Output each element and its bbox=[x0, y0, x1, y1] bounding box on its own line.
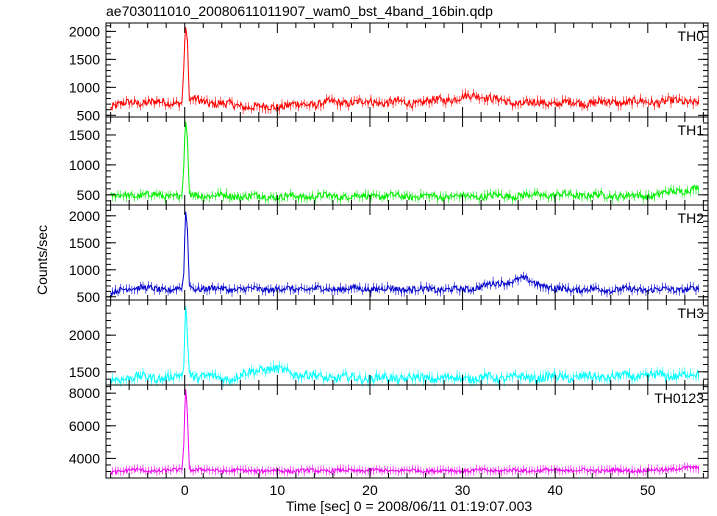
x-tick-label: 40 bbox=[547, 482, 563, 498]
error-bars-th2 bbox=[112, 228, 699, 298]
x-tick-label: 0 bbox=[181, 482, 189, 498]
y-tick-label: 1000 bbox=[69, 262, 100, 278]
y-tick-label: 500 bbox=[77, 187, 101, 203]
x-tick-label: 20 bbox=[362, 482, 378, 498]
y-tick-label: 2000 bbox=[69, 208, 100, 224]
x-tick-label: 10 bbox=[270, 482, 286, 498]
panel-label-th0: TH0 bbox=[678, 28, 705, 44]
y-axis-label: Counts/sec bbox=[34, 225, 50, 295]
error-bars-th3 bbox=[112, 330, 699, 388]
panel-th0: 500 1000 1500 2000 TH0 bbox=[69, 22, 709, 123]
series-line-th3 bbox=[110, 305, 700, 385]
y-tick-label: 1000 bbox=[69, 157, 100, 173]
y-tick-label: 500 bbox=[77, 289, 101, 305]
y-tick-label: 1500 bbox=[69, 235, 100, 251]
y-tick-label: 6000 bbox=[69, 418, 100, 434]
x-tick-label: 30 bbox=[455, 482, 471, 498]
y-tick-label: 1000 bbox=[69, 79, 100, 95]
panel-label-th0123: TH0123 bbox=[654, 390, 704, 406]
panel-label-th3: TH3 bbox=[678, 305, 705, 321]
y-tick-label: 8000 bbox=[69, 385, 100, 401]
error-bars-th0 bbox=[112, 38, 699, 115]
panel-th3: 1500 2000 TH3 bbox=[69, 299, 709, 388]
panel-frame bbox=[105, 384, 709, 479]
y-tick-label: 2000 bbox=[69, 327, 100, 343]
series-line-th0123 bbox=[110, 389, 700, 476]
error-bars-th1 bbox=[112, 135, 699, 205]
y-tick-label: 1500 bbox=[69, 364, 100, 380]
panel-label-th2: TH2 bbox=[678, 210, 705, 226]
series-line-th1 bbox=[110, 121, 699, 203]
panel-frame bbox=[105, 204, 709, 301]
series-line-th0 bbox=[110, 27, 700, 113]
chart-title: ae703011010_20080611011907_wam0_bst_4ban… bbox=[106, 3, 493, 19]
panel-label-th1: TH1 bbox=[678, 122, 705, 138]
panel-th1: 500 1000 1500 TH1 bbox=[69, 116, 709, 206]
y-tick-label: 500 bbox=[77, 107, 101, 123]
error-bars-th0123 bbox=[112, 409, 699, 477]
x-axis-label: Time [sec] 0 = 2008/06/11 01:19:07.003 bbox=[286, 498, 533, 514]
panel-th0123: 4000 6000 8000 TH0123 bbox=[69, 384, 709, 479]
y-tick-label: 2000 bbox=[69, 23, 100, 39]
y-tick-label: 1500 bbox=[69, 127, 100, 143]
panel-th2: 500 1000 1500 2000 TH2 bbox=[69, 204, 709, 305]
x-tick-label: 50 bbox=[640, 482, 656, 498]
y-tick-label: 4000 bbox=[69, 450, 100, 466]
series-line-th2 bbox=[110, 211, 700, 298]
y-tick-label: 1500 bbox=[69, 51, 100, 67]
